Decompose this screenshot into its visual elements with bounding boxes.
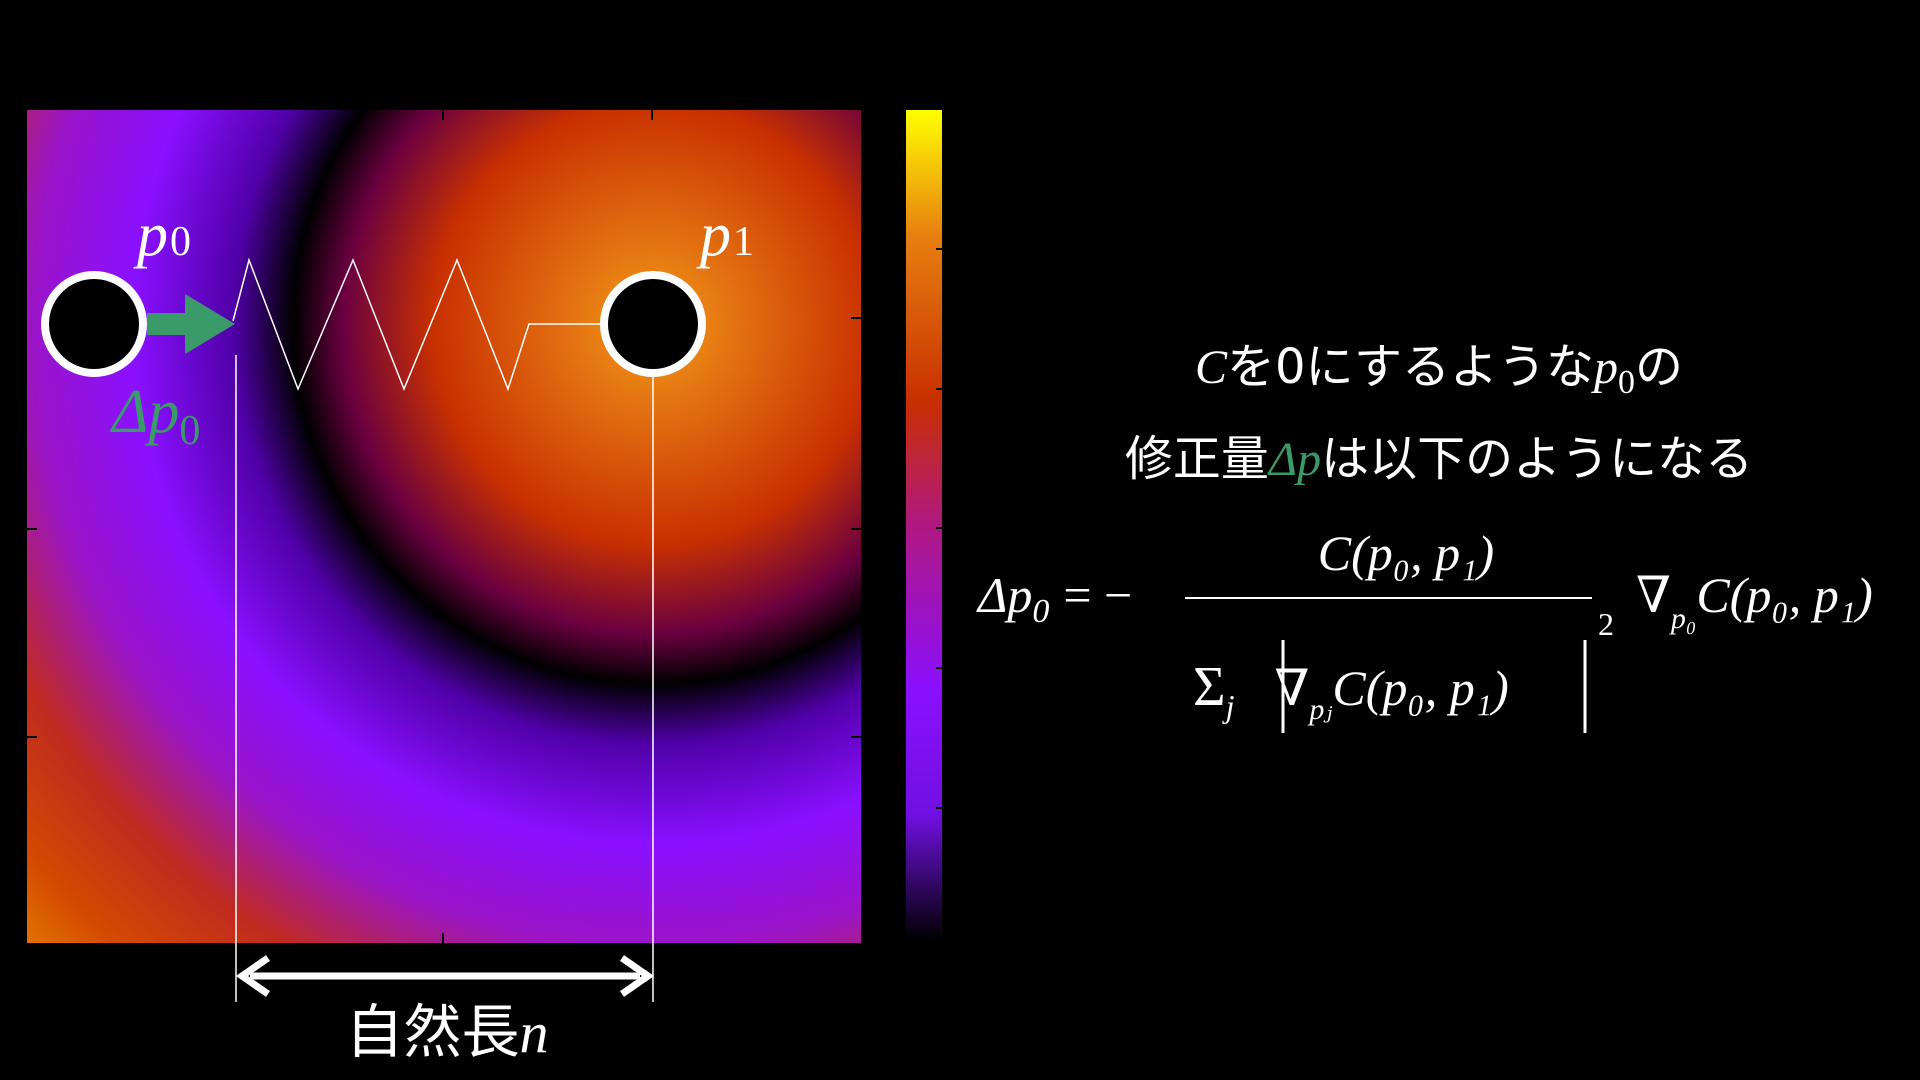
lhs: Δp <box>976 567 1032 623</box>
explanation-line2: 修正量Δpは以下のようになる <box>1125 431 1753 487</box>
subscript: 0 <box>179 408 200 454</box>
particle-p0 <box>41 271 147 377</box>
text: は以下のようになる <box>1321 431 1753 487</box>
variable: n <box>520 1000 549 1065</box>
subscript: 0 <box>1618 364 1635 401</box>
heatmap <box>27 110 861 943</box>
numerator: C(p₀, p₁) <box>1318 525 1494 581</box>
explanation-line1: Cを0にするようなp0の <box>1195 339 1683 401</box>
denominator: Σj ∇pⱼC(p₀, p₁) <box>1193 656 1509 726</box>
power: 2 <box>1598 606 1614 642</box>
text: の <box>1635 339 1683 395</box>
variable: C <box>1195 341 1228 394</box>
length-label: 自然長n <box>345 998 548 1066</box>
particle-p1 <box>600 271 706 377</box>
colorbar-ticks <box>936 248 942 809</box>
symbol: p <box>696 201 731 269</box>
sum-index: j <box>1222 688 1235 724</box>
equals: = − <box>1063 567 1132 623</box>
subscript: 0 <box>170 219 191 265</box>
p0-label: p0 <box>133 201 191 269</box>
term: C(p₀, p₁) <box>1696 567 1872 623</box>
grad-sub: pⱼ <box>1307 693 1332 726</box>
highlight: Δp <box>1267 433 1321 486</box>
subscript: 0 <box>1032 593 1049 630</box>
frame-ticks <box>27 110 861 943</box>
formula-rhs: ∇p₀C(p₀, p₁) <box>1636 567 1873 635</box>
grad: ∇ <box>1274 660 1309 716</box>
term: C(p₀, p₁) <box>1332 660 1508 716</box>
spring <box>232 257 654 1002</box>
subscript: 1 <box>733 219 754 265</box>
p1-label: p1 <box>696 201 754 269</box>
delta-label: Δp0 <box>109 378 200 454</box>
text: 修正量 <box>1125 431 1269 487</box>
formula: Δp0 = − C(p₀, p₁) Σj ∇pⱼC(p₀, p₁) 2 ∇p₀C(p… <box>976 525 1873 733</box>
symbol: p <box>133 201 168 269</box>
variable: p <box>1591 341 1618 394</box>
grad-sub: p₀ <box>1669 602 1696 635</box>
length-arrow <box>235 955 655 997</box>
move-arrow <box>147 294 235 354</box>
text: を0にするような <box>1227 339 1594 395</box>
text: 自然長 <box>345 998 519 1066</box>
sum: Σ <box>1193 656 1226 718</box>
colorbar <box>906 110 942 940</box>
formula-lhs: Δp0 = − <box>976 567 1132 630</box>
symbol: Δp <box>109 378 179 446</box>
grad: ∇ <box>1636 567 1671 623</box>
